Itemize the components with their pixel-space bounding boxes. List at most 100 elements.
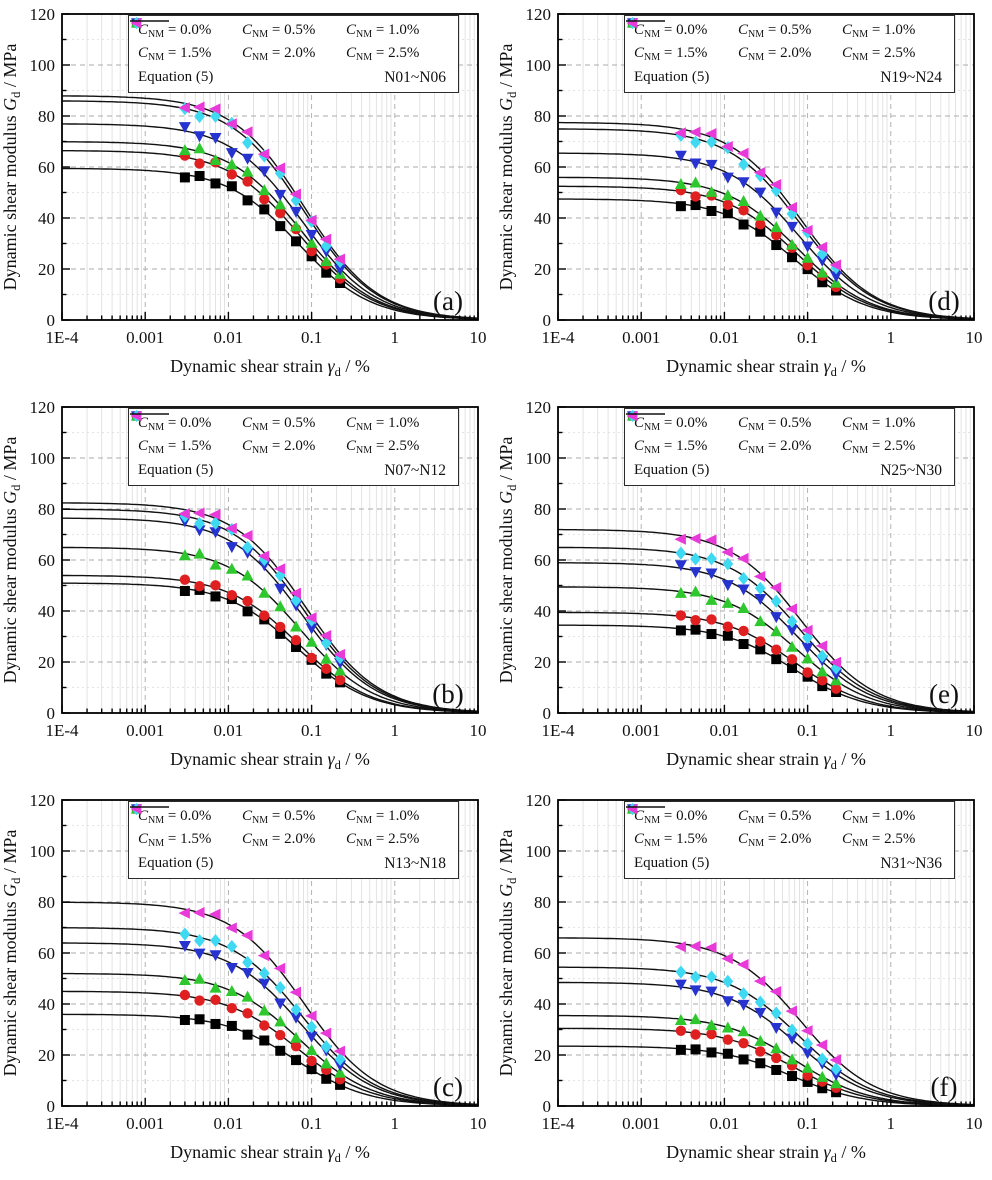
samples-label: N07~N12 [384,461,446,479]
legend-label: CNM = 1.0% [346,22,420,40]
legend-entry-1.5%: CNM = 1.5% [626,804,738,849]
svg-text:10: 10 [470,1114,487,1133]
legend-label: CNM = 2.0% [738,831,812,849]
equation-line-icon [130,20,169,22]
svg-text:1E-4: 1E-4 [45,721,79,740]
svg-text:0.01: 0.01 [710,328,740,347]
series-cnm-1.0% [674,176,843,288]
legend-entry-0.5%: CNM = 0.5% [627,804,842,826]
curve-cnm-0.0% [62,167,479,320]
legend-entry-1.5%: CNM = 1.5% [130,18,242,63]
legend-entry-2.5%: CNM = 2.5% [626,410,946,456]
svg-text:40: 40 [534,602,551,621]
legend-entry-2.5%: CNM = 2.5% [130,803,450,849]
svg-text:60: 60 [38,551,55,570]
y-tick-labels: 0 20 40 60 80 100 120 [30,5,56,330]
legend-box: CNM = 0.0% CNM = 0.5% CNM = 1.0% CNM = 1.5%… [128,408,459,486]
legend-entry-2.0%: CNM = 2.0% [131,802,346,849]
svg-text:1E-4: 1E-4 [541,328,575,347]
legend-label: CNM = 1.5% [634,831,708,849]
curve-cnm-0.5% [557,1027,975,1107]
legend-entry-2.5%: CNM = 2.5% [130,17,450,63]
panel-a: 1E-4 0.001 0.01 0.1 1 10 0 20 40 60 80 100 120 Dynami… [0,0,496,393]
svg-text:120: 120 [526,791,552,810]
svg-text:1: 1 [391,328,400,347]
legend-entry-1.0%: CNM = 1.0% [130,803,450,826]
svg-text:0.1: 0.1 [797,1114,818,1133]
legend-row: CNM = 0.0% CNM = 0.5% CNM = 1.0% [626,17,946,43]
plot-svg-c: 1E-4 0.001 0.01 0.1 1 10020406080100120Dynami… [0,791,487,1165]
equation5-curves [557,528,975,714]
legend-entry-2.0%: CNM = 2.0% [627,16,842,63]
svg-text:80: 80 [534,500,551,519]
equation-label: Equation (5) [138,69,214,85]
legend-label: CNM = 2.5% [842,438,916,456]
svg-text:40: 40 [38,209,55,228]
legend-label: CNM = 0.0% [634,22,708,40]
equation-label: Equation (5) [634,462,710,478]
svg-text:100: 100 [526,842,552,861]
svg-text:100: 100 [30,842,56,861]
legend-entry-1.0%: CNM = 1.0% [626,410,946,433]
series-cnm-0.5% [179,574,346,686]
series-cnm-2.5% [674,533,842,668]
y-tick-labels: 0 20 40 60 80 100 120 [30,791,56,1116]
curve-cnm-1.0% [61,141,479,320]
equation-line-icon [626,20,665,22]
curve-cnm-2.5% [61,901,479,1105]
plot-svg-d: 1E-4 0.001 0.01 0.1 1 10020406080100120Dynami… [496,5,983,379]
legend-label: CNM = 2.5% [346,45,420,63]
equation-line-icon [130,413,169,415]
x-axis-title: Dynamic shear strain γd / % [666,356,866,379]
plot-svg-f: 1E-4 0.001 0.01 0.1 1 10020406080100120Dynami… [496,791,983,1165]
y-axis-title: Dynamic shear modulus Gd / MPa [496,44,519,291]
legend-row: CNM = 1.5% CNM = 2.0% CNM = 2.5% [130,409,450,459]
x-axis-title: Dynamic shear strain γd / % [170,1142,370,1165]
legend-row: Equation (5) N19~N24 [626,20,946,89]
legend-entry-1.5%: CNM = 1.5% [626,18,738,63]
equation5-curves [557,121,975,320]
series-cnm-1.5% [674,150,843,283]
legend-label: CNM = 2.0% [242,45,316,63]
curve-cnm-2.0% [558,966,975,1106]
legend-label: CNM = 0.5% [738,808,812,826]
series-cnm-1.0% [178,142,347,279]
panel-letter: (d) [928,286,959,316]
plot-svg-a: 1E-4 0.001 0.01 0.1 1 10020406080100120Dynami… [0,5,487,379]
legend-row: CNM = 1.5% CNM = 2.0% CNM = 2.5% [626,409,946,459]
panel-letter: (b) [432,679,463,709]
svg-text:10: 10 [966,721,983,740]
equation-line-icon [130,806,169,808]
curve-cnm-0.5% [62,150,479,320]
legend-label: CNM = 2.5% [346,831,420,849]
svg-text:0.001: 0.001 [126,1114,164,1133]
grid-major [62,800,478,1106]
legend-row: CNM = 1.5% CNM = 2.0% CNM = 2.5% [626,16,946,66]
svg-text:1: 1 [391,721,400,740]
svg-text:120: 120 [526,398,552,417]
legend-entry-1.0%: CNM = 1.0% [130,17,450,40]
curve-cnm-2.5% [558,937,975,1106]
curve-cnm-2.0% [558,546,975,713]
y-axis-title: Dynamic shear modulus Gd / MPa [496,437,519,684]
samples-label: N25~N30 [880,461,942,479]
legend-label: CNM = 0.5% [242,808,316,826]
svg-text:20: 20 [38,260,55,279]
curve-cnm-2.5% [62,95,479,319]
svg-text:0.1: 0.1 [797,721,818,740]
x-tick-labels: 1E-4 0.001 0.01 0.1 1 10 [541,721,982,740]
svg-text:1E-4: 1E-4 [541,1114,575,1133]
x-axis-title: Dynamic shear strain γd / % [170,356,370,379]
curve-cnm-1.5% [62,942,479,1106]
samples-label: N13~N18 [384,854,446,872]
panel-c: 1E-4 0.001 0.01 0.1 1 10 0 20 40 60 80 100 120 Dynami… [0,786,496,1179]
svg-text:0.001: 0.001 [622,328,660,347]
curve-cnm-2.5% [558,121,975,319]
svg-text:0: 0 [47,1097,56,1116]
curve-cnm-0.5% [62,574,479,713]
svg-text:1: 1 [391,1114,400,1133]
legend-entry-0.5%: CNM = 0.5% [627,411,842,433]
curve-cnm-1.0% [62,972,479,1106]
legend-row: Equation (5) N31~N36 [626,806,946,875]
y-axis-title: Dynamic shear modulus Gd / MPa [0,437,23,684]
